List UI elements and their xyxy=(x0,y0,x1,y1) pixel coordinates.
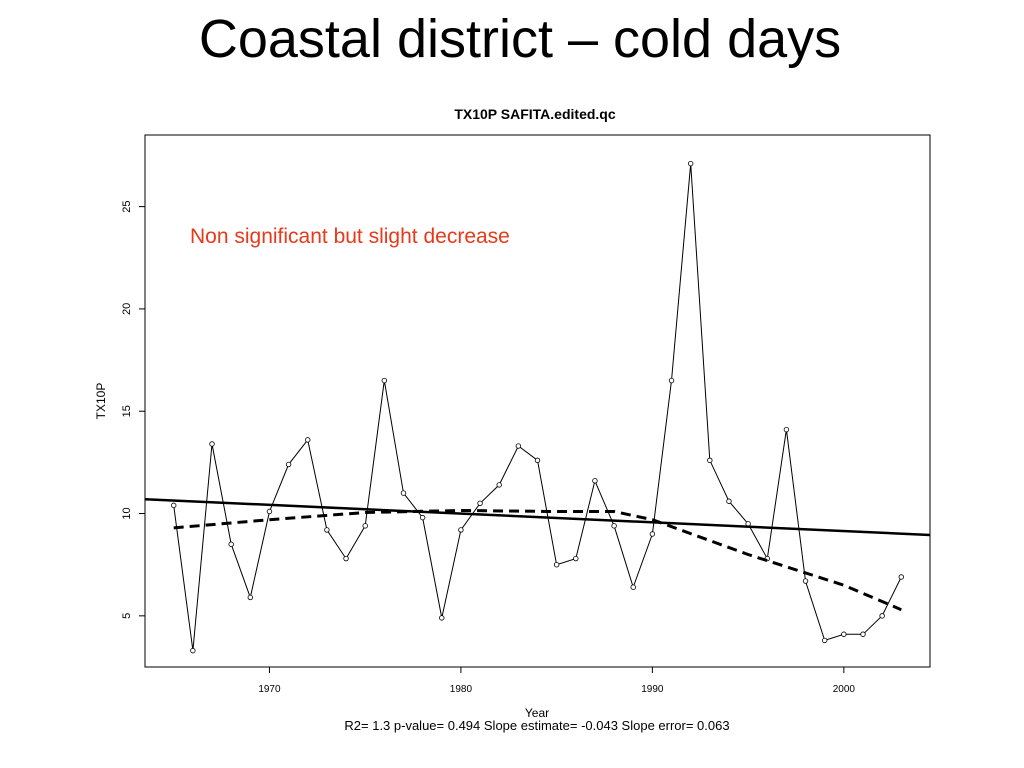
y-tick-label: 25 xyxy=(121,200,133,212)
x-tick-label: 1970 xyxy=(258,684,281,695)
annotation-text: Non significant but slight decrease xyxy=(190,225,510,248)
y-tick-label: 5 xyxy=(121,613,133,619)
slide-title: Coastal district – cold days xyxy=(198,9,842,69)
data-point xyxy=(687,160,694,167)
data-point xyxy=(228,541,234,547)
data-point xyxy=(649,531,656,537)
data-point xyxy=(305,437,311,443)
data-point xyxy=(630,584,636,590)
x-tick-label: 1990 xyxy=(641,684,664,695)
data-point xyxy=(553,561,560,568)
data-point xyxy=(573,555,579,562)
data-point xyxy=(400,490,407,496)
data-point xyxy=(821,637,828,644)
y-axis-label: TX10P xyxy=(94,383,108,420)
stats-footer: R2= 1.3 p-value= 0.494 Slope estimate= -… xyxy=(344,718,729,733)
y-axis: 5 10 15 20 25 xyxy=(121,200,145,619)
data-point xyxy=(285,461,292,468)
x-axis-label: Year xyxy=(525,706,549,720)
x-tick-label: 1980 xyxy=(450,684,473,695)
data-point xyxy=(190,647,196,654)
data-point xyxy=(515,443,522,449)
data-point xyxy=(381,377,388,384)
data-point xyxy=(841,631,847,637)
data-point xyxy=(745,521,751,527)
series-layer xyxy=(144,160,931,654)
data-point xyxy=(879,613,885,619)
data-point xyxy=(707,457,713,464)
data-point xyxy=(783,426,790,433)
x-axis: 1970 1980 1990 2000 xyxy=(258,667,855,695)
data-point xyxy=(439,615,445,621)
y-tick-label: 10 xyxy=(121,507,133,519)
data-point xyxy=(171,502,177,509)
data-point xyxy=(209,441,215,447)
data-point xyxy=(496,482,502,488)
data-point xyxy=(362,523,368,529)
chart-title: TX10P SAFITA.edited.qc xyxy=(454,106,616,122)
smoothed-trend-line xyxy=(173,508,902,612)
data-point xyxy=(247,594,254,601)
x-tick-label: 2000 xyxy=(833,684,856,695)
plot-frame xyxy=(144,134,931,668)
data-point xyxy=(266,508,273,515)
data-point xyxy=(458,527,464,533)
data-point xyxy=(898,574,904,580)
data-point xyxy=(802,578,809,584)
data-point xyxy=(477,500,483,507)
y-tick-label: 15 xyxy=(121,405,133,417)
data-point xyxy=(860,631,866,637)
data-point xyxy=(419,514,426,521)
y-tick-label: 20 xyxy=(121,303,133,315)
data-point xyxy=(324,527,330,533)
data-point xyxy=(343,555,349,562)
data-point xyxy=(534,457,541,464)
data-point xyxy=(726,498,732,504)
data-point xyxy=(592,478,598,484)
linear-trend-line xyxy=(144,497,931,537)
data-point xyxy=(611,523,617,529)
data-point xyxy=(668,377,675,384)
